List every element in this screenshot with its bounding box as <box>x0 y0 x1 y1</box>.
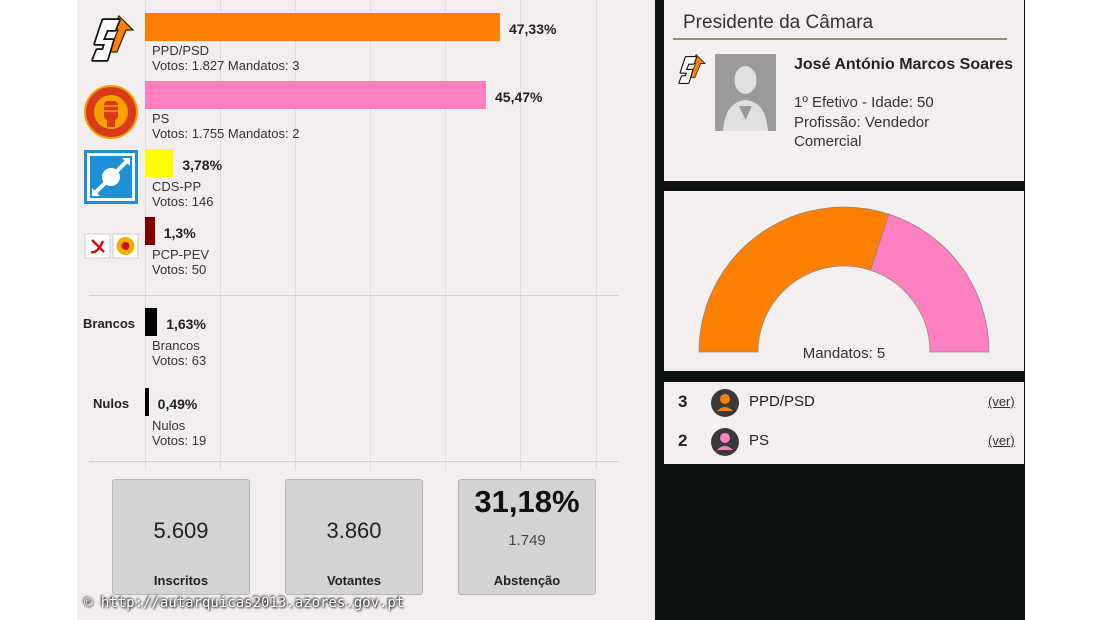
pct-label: 1,63% <box>166 316 206 332</box>
party-name: PS <box>152 111 170 126</box>
seat-segment-ppd-psd <box>698 206 890 353</box>
watermark: © http://autarquicas2013.azores.gov.pt <box>84 595 405 611</box>
party-details: Votos: 19 <box>152 433 207 448</box>
avatar <box>715 54 776 131</box>
inscritos-box: 5.609 Inscritos <box>112 479 250 595</box>
seat-segment-ps <box>870 213 990 353</box>
gridline <box>596 0 597 470</box>
party-details: Votos: 50 <box>152 262 207 277</box>
seat-party-name: PPD/PSD <box>749 393 815 410</box>
seat-row: 2 PS (ver) <box>664 427 1024 457</box>
person-icon <box>711 428 739 456</box>
seats-list-panel: 3 PPD/PSD (ver) 2 PS (ver) <box>664 382 1024 464</box>
abstencao-pct: 31,18% <box>474 484 580 519</box>
party-details: Votos: 1.827 Mandatos: 3 <box>152 58 300 73</box>
pct-label: 47,33% <box>508 21 557 37</box>
divider <box>89 295 619 296</box>
gridline <box>520 0 521 470</box>
cds-pp-logo <box>84 150 138 204</box>
nulos-side-label: Nulos <box>93 396 130 411</box>
party-details: Votos: 63 <box>152 353 207 368</box>
bar-nulos <box>145 388 149 416</box>
party-name: PCP-PEV <box>152 247 210 262</box>
abstencao-value: 1.749 <box>508 532 546 549</box>
inscritos-value: 5.609 <box>153 518 209 543</box>
pct-label: 1,3% <box>163 225 196 241</box>
votantes-box: 3.860 Votantes <box>285 479 423 595</box>
party-name: CDS-PP <box>152 179 202 194</box>
bar-cds-pp <box>145 149 174 177</box>
votantes-value: 3.860 <box>326 518 382 543</box>
seat-count: 3 <box>678 392 688 411</box>
brancos-side-label: Brancos <box>83 316 136 331</box>
party-name: Brancos <box>152 338 200 353</box>
abstencao-label: Abstenção <box>493 573 561 588</box>
president-name: José António Marcos Soares <box>794 56 1014 73</box>
ps-logo <box>84 85 138 139</box>
president-info-line1: 1º Efetivo - Idade: 50 <box>794 94 934 111</box>
president-panel: Presidente da Câmara José António Marcos… <box>664 0 1024 181</box>
president-heading: Presidente da Câmara <box>683 12 874 33</box>
abstencao-box: 31,18% 1.749 Abstenção <box>458 479 596 595</box>
ppd-psd-logo <box>91 15 135 62</box>
party-name: PPD/PSD <box>152 43 210 58</box>
divider <box>89 461 619 462</box>
pct-label: 3,78% <box>182 157 223 173</box>
person-icon <box>711 389 739 417</box>
seats-semicircle-chart <box>698 206 990 353</box>
party-details: Votos: 146 <box>152 194 214 209</box>
seats-chart-panel: Mandatos: 5 <box>664 191 1024 371</box>
gridline <box>220 0 221 470</box>
view-link[interactable]: (ver) <box>988 394 1015 409</box>
bar-pcp-pev <box>145 217 155 245</box>
bar-ppd-psd <box>145 13 500 41</box>
pcp-pev-logo <box>84 233 139 259</box>
total-seats-label: Mandatos: 5 <box>802 345 886 362</box>
seat-party-name: PS <box>749 432 770 449</box>
seat-count: 2 <box>678 431 688 450</box>
president-info-line2: Profissão: Vendedor Comercial <box>794 114 930 150</box>
inscritos-label: Inscritos <box>153 573 209 588</box>
bar-ps <box>145 81 487 109</box>
heading-underline <box>673 38 1007 40</box>
pct-label: 45,47% <box>495 89 543 105</box>
gridline <box>295 0 296 470</box>
seat-row: 3 PPD/PSD (ver) <box>664 388 1024 418</box>
party-details: Votos: 1.755 Mandatos: 2 <box>152 126 300 141</box>
gridline <box>370 0 371 470</box>
bar-brancos <box>145 308 158 336</box>
view-link[interactable]: (ver) <box>988 433 1015 448</box>
ppd-psd-small-logo <box>678 53 707 84</box>
gridline <box>445 0 446 470</box>
party-name: Nulos <box>152 418 186 433</box>
votantes-label: Votantes <box>327 573 381 588</box>
pct-label: 0,49% <box>157 396 198 412</box>
